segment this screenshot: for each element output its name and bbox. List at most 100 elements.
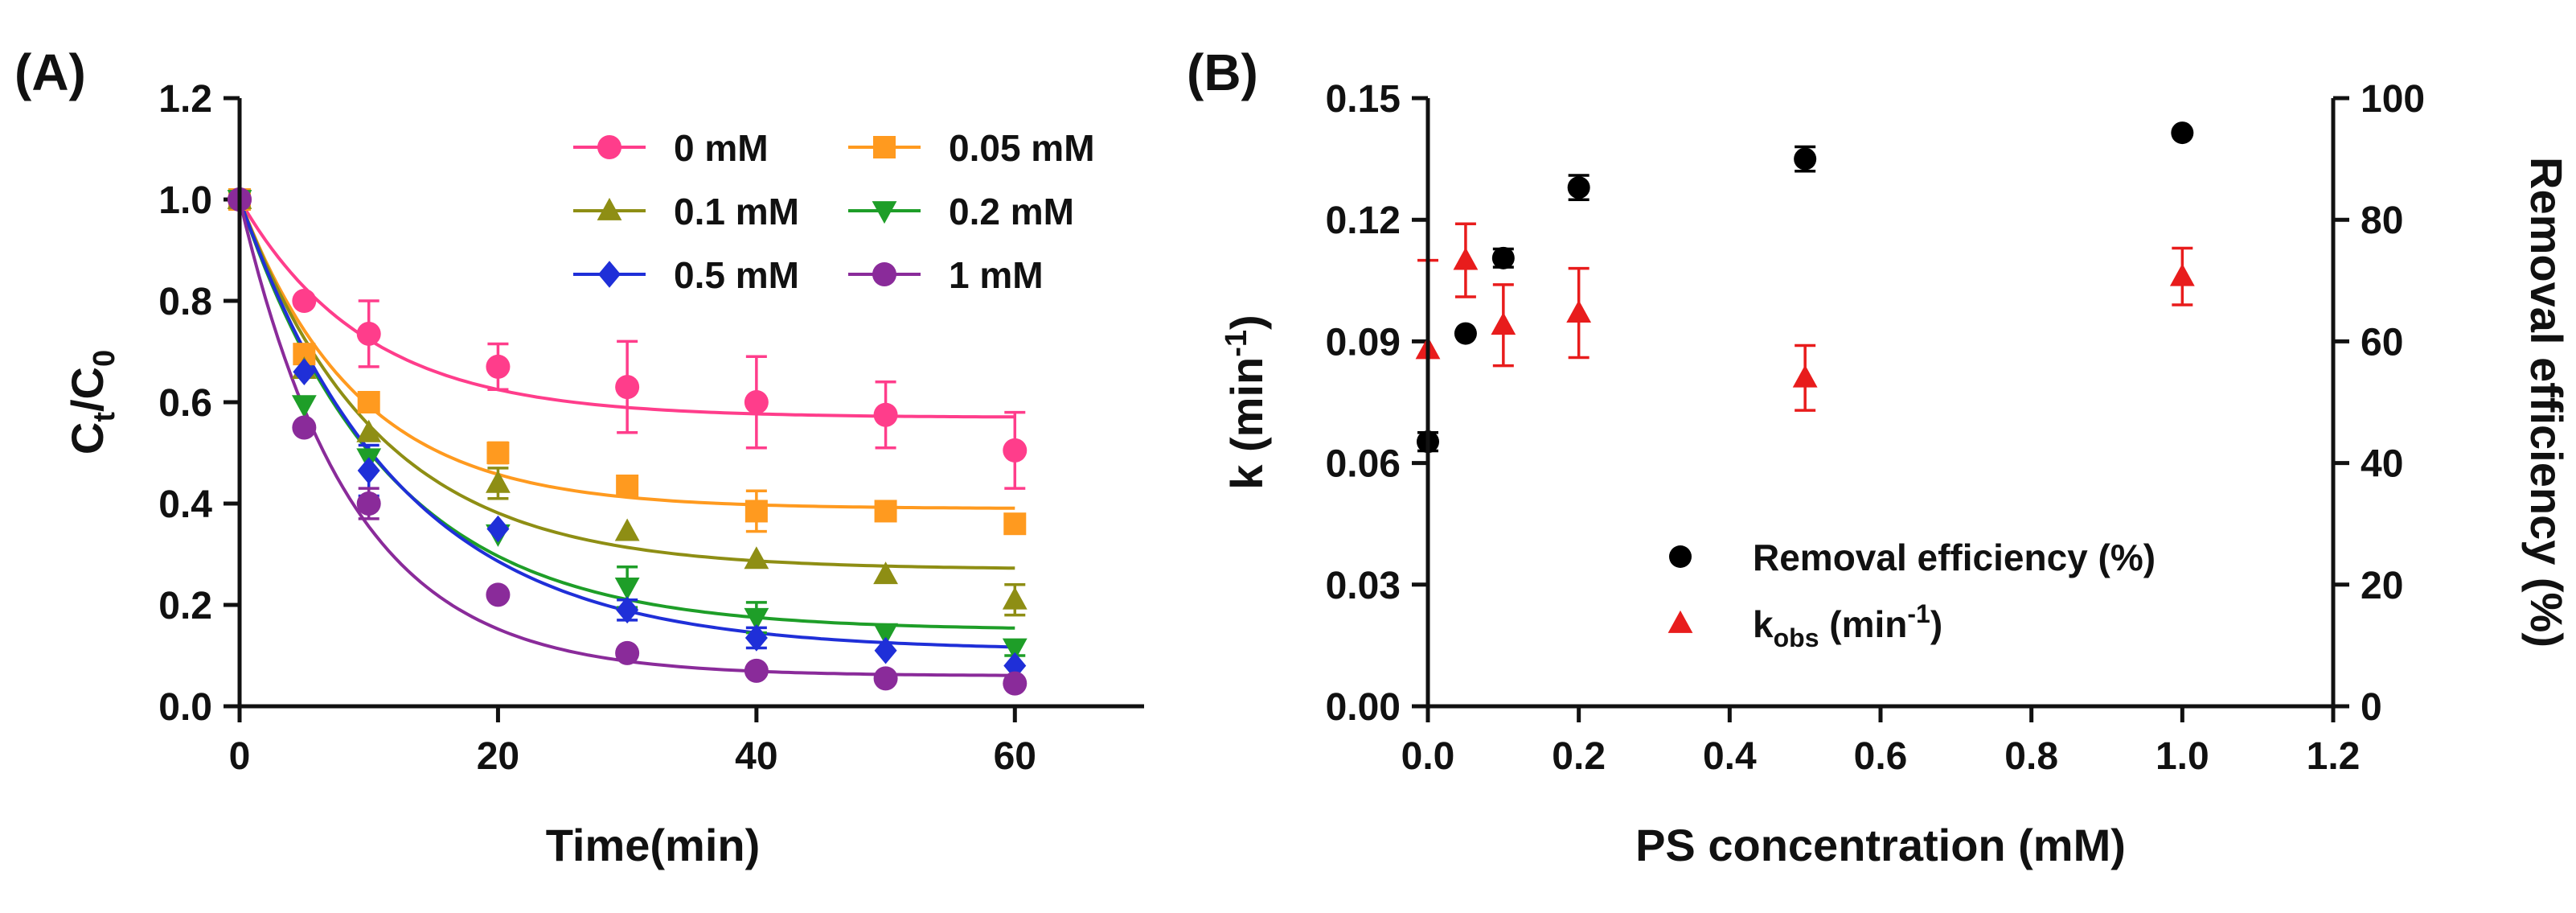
b-removal-point-0.2: [1567, 176, 1590, 199]
a-y-tick-label-1.2: 1.2: [158, 78, 212, 121]
a-legend-label-0-mm: 0 mM: [674, 127, 769, 169]
b-y-left-tick-label-0.00: 0.00: [1326, 686, 1401, 729]
b-legend-marker-removal: [1669, 545, 1692, 568]
panel-a-axes: [237, 98, 1144, 709]
a-point-0-2-mm-5: [291, 395, 317, 418]
b-x-tick-label-1.2: 1.2: [2307, 735, 2361, 778]
b-kobs-point-0.2: [1566, 300, 1592, 323]
b-x-tick-label-1.0: 1.0: [2156, 735, 2209, 778]
panel-a-y-ticks: 0.0 0.2 0.4 0.6 0.8 1.0 1.2: [158, 78, 240, 729]
b-legend-marker-kobs: [1667, 610, 1693, 633]
a-point-0-5-mm-5: [293, 358, 316, 385]
a-y-tick-label-0.6: 0.6: [158, 382, 212, 425]
b-x-tick-label-0.0: 0.0: [1401, 735, 1455, 778]
a-legend-label-0-2-mm: 0.2 mM: [949, 191, 1074, 232]
panel-b-y-ticks-left: 0.00 0.03 0.06 0.09 0.12 0.15: [1326, 78, 1428, 729]
a-point-0-1-mm-10: [356, 419, 382, 442]
panel-b-xlabel: PS concentration (mM): [1635, 820, 2126, 870]
b-y-left-tick-label-0.09: 0.09: [1326, 321, 1401, 364]
panel-a-markers: [227, 186, 1028, 696]
b-kobs-point-1: [2169, 263, 2195, 286]
panel-a-x-ticks: 0 20 40 60: [229, 706, 1036, 778]
a-point-0-05-mm-10: [357, 391, 380, 413]
panel-b-legend: Removal efficiency (%) kobs (min-1): [1667, 537, 2156, 652]
a-y-tick-label-0.8: 0.8: [158, 281, 212, 323]
b-y-right-tick-label-20: 20: [2361, 565, 2403, 607]
b-y-left-tick-label-0.06: 0.06: [1326, 443, 1401, 486]
b-legend-label-removal: Removal efficiency (%): [1753, 537, 2156, 578]
a-point-0-5-mm-40: [744, 624, 768, 652]
b-x-tick-label-0.4: 0.4: [1703, 735, 1757, 778]
a-x-tick-label-40: 40: [735, 735, 777, 778]
a-point-0-mm-30: [615, 375, 640, 400]
a-point-0-2-mm-50: [873, 623, 898, 646]
a-legend-marker-0-mm: [597, 135, 621, 159]
b-y-right-tick-label-80: 80: [2361, 199, 2403, 242]
a-legend-marker-0-2-mm: [872, 201, 897, 224]
a-x-tick-label-0: 0: [229, 735, 251, 778]
panel-b-ylabel-right: Removal efficiency (%): [2521, 157, 2572, 648]
a-point-0-5-mm-60: [1003, 652, 1027, 680]
svg-text:Ct/C0: Ct/C0: [62, 350, 121, 454]
panel-b-y-ticks-right: 0 20 40 60 80 100: [2333, 78, 2425, 729]
a-point-0-mm-5: [292, 289, 317, 313]
b-y-right-tick-label-60: 60: [2361, 321, 2403, 364]
a-legend-marker-0-05-mm: [873, 136, 896, 158]
b-legend-label-kobs: kobs (min-1): [1753, 599, 1942, 652]
a-legend-label-1-mm: 1 mM: [949, 254, 1044, 296]
panel-a-ylabel: Ct/C0: [62, 350, 121, 454]
panel-a-error-bars: [358, 299, 1026, 657]
a-legend-label-0-05-mm: 0.05 mM: [949, 127, 1095, 169]
panel-a-xlabel: Time(min): [546, 820, 761, 870]
b-y-left-tick-label-0.03: 0.03: [1326, 565, 1401, 607]
a-point-0-5-mm-20: [486, 515, 510, 543]
panel-b-error-bars: [1417, 145, 2193, 453]
a-point-0-1-mm-20: [486, 470, 511, 493]
svg-text:Removal efficiency (%): Removal efficiency (%): [2521, 157, 2572, 648]
a-point-0-2-mm-40: [744, 607, 769, 631]
b-y-right-tick-label-40: 40: [2361, 443, 2403, 486]
a-point-0-5-mm-10: [357, 457, 380, 484]
a-point-0-1-mm-60: [1002, 586, 1028, 610]
a-point-1-mm-40: [744, 658, 769, 683]
a-point-0-mm-10: [356, 321, 381, 346]
a-point-1-mm-20: [486, 582, 511, 607]
b-y-left-tick-label-0.15: 0.15: [1326, 78, 1401, 121]
a-point-0-05-mm-60: [1003, 512, 1027, 536]
a-point-0-1-mm-40: [744, 546, 769, 570]
b-removal-point-0.5: [1794, 147, 1817, 171]
panel-a-label: (A): [14, 43, 86, 101]
a-point-1-mm-30: [615, 640, 640, 665]
a-point-0-1-mm-30: [614, 518, 640, 541]
panel-b-x-ticks: 0.0 0.2 0.4 0.6 0.8 1.0 1.2: [1401, 706, 2361, 778]
a-y-tick-label-0.0: 0.0: [158, 686, 212, 729]
b-kobs-point-0.05: [1453, 247, 1479, 270]
panel-b-label: (B): [1187, 43, 1258, 101]
panel-b: (B) k (min-1) Removal efficiency (%) 0.0…: [1187, 43, 2572, 870]
a-point-1-mm-5: [292, 415, 317, 440]
a-point-0-2-mm-60: [1002, 638, 1028, 661]
a-point-0-mm-40: [744, 390, 769, 414]
b-x-tick-label-0.6: 0.6: [1854, 735, 1908, 778]
b-y-left-tick-label-0.12: 0.12: [1326, 199, 1401, 242]
b-y-right-tick-label-100: 100: [2361, 78, 2425, 121]
a-point-0-mm-20: [486, 354, 511, 379]
b-x-tick-label-0.2: 0.2: [1552, 735, 1606, 778]
a-point-1-mm-10: [356, 491, 381, 516]
a-point-0-05-mm-30: [616, 474, 639, 497]
a-point-0-mm-50: [873, 402, 898, 427]
a-point-0-5-mm-30: [616, 596, 639, 624]
b-x-tick-label-0.8: 0.8: [2004, 735, 2058, 778]
b-kobs-point-0.1: [1491, 312, 1516, 335]
panel-a-legend: 0 mM 0.05 mM 0.1 mM 0.2 mM 0.5 mM 1 mM: [573, 127, 1095, 296]
a-point-1-mm-60: [1003, 671, 1028, 696]
b-removal-point-1: [2171, 121, 2194, 145]
b-removal-point-0.05: [1454, 322, 1477, 345]
a-y-tick-label-0.4: 0.4: [158, 483, 212, 526]
a-point-0-2-mm-30: [614, 578, 640, 601]
svg-text:k (min-1): k (min-1): [1220, 315, 1272, 489]
a-y-tick-label-1.0: 1.0: [158, 179, 212, 222]
a-legend-marker-0-1-mm: [597, 197, 622, 220]
a-legend-label-0-5-mm: 0.5 mM: [674, 254, 799, 296]
